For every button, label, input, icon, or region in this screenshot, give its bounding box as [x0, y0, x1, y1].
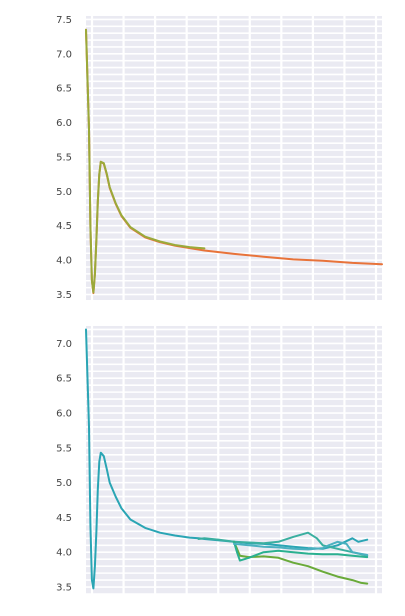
y-tick-label: 4.0: [56, 548, 72, 559]
y-tick-label: 5.0: [56, 478, 72, 489]
chart-top: 3.5 4.0 4.5 5.0 5.5 6.0 6.5 7.0 7.5: [56, 15, 383, 301]
y-tick-label: 6.5: [56, 374, 72, 385]
y-tick-label: 5.5: [56, 152, 72, 163]
y-tick-label: 4.5: [56, 513, 72, 524]
plot-area-top: [86, 16, 382, 300]
series-line: [85, 328, 369, 590]
y-tick-label: 6.0: [56, 409, 72, 420]
grid-bottom: [86, 326, 382, 595]
grid-top: [86, 16, 382, 300]
y-tick-label: 7.0: [56, 49, 72, 60]
y-tick-label: 3.5: [56, 583, 72, 594]
series-line: [85, 28, 206, 294]
series-line: [233, 540, 369, 585]
series-line: [233, 540, 369, 556]
series-bottom: [85, 328, 369, 590]
y-ticks-bottom: 3.5 4.0 4.5 5.0 5.5 6.0 6.5 7.0: [56, 339, 72, 594]
series-top: [85, 28, 383, 295]
chart-bottom: 3.5 4.0 4.5 5.0 5.5 6.0 6.5 7.0: [56, 326, 382, 595]
y-tick-label: 4.0: [56, 256, 72, 267]
series-line: [233, 540, 369, 562]
y-tick-label: 5.5: [56, 443, 72, 454]
y-tick-label: 3.5: [56, 290, 72, 301]
y-ticks-top: 3.5 4.0 4.5 5.0 5.5 6.0 6.5 7.0 7.5: [56, 15, 72, 301]
y-tick-label: 4.5: [56, 221, 72, 232]
y-tick-label: 7.5: [56, 15, 72, 26]
y-tick-label: 6.5: [56, 84, 72, 95]
y-tick-label: 7.0: [56, 339, 72, 350]
series-line: [197, 531, 369, 557]
y-tick-label: 6.0: [56, 118, 72, 129]
y-tick-label: 5.0: [56, 187, 72, 198]
